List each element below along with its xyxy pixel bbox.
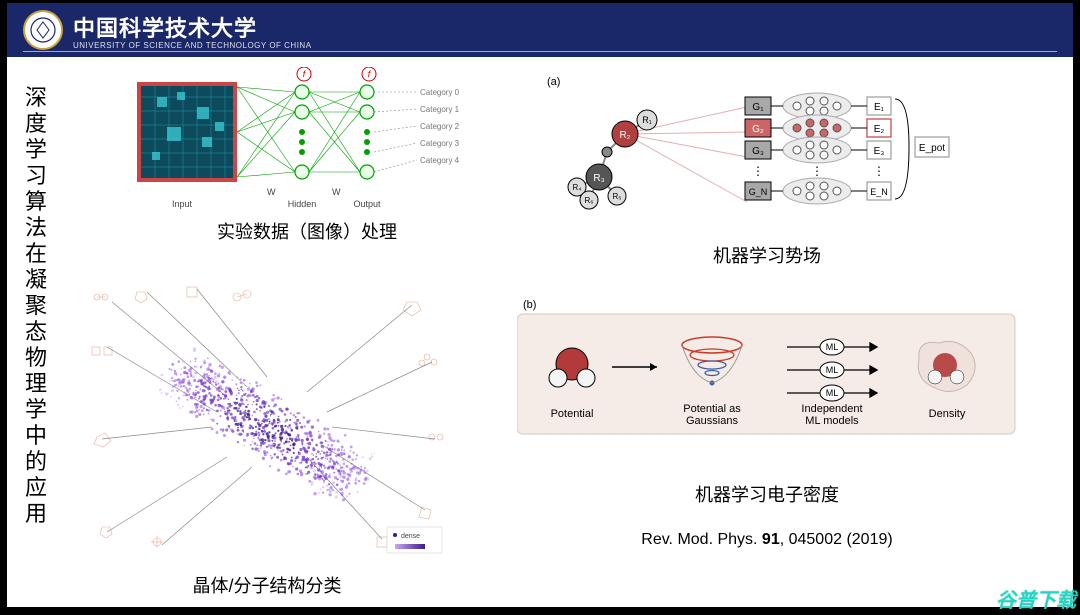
svg-text:G₂: G₂ (752, 124, 764, 135)
svg-text:R₂: R₂ (619, 130, 630, 141)
svg-text:f: f (368, 69, 372, 79)
svg-text:G₃: G₃ (752, 146, 764, 157)
svg-text:R₁: R₁ (642, 115, 652, 125)
svg-text:Potential asGaussians: Potential asGaussians (683, 403, 741, 427)
svg-text:R₄: R₄ (572, 183, 581, 192)
nn-output-label: Output (353, 199, 381, 209)
university-name-en: UNIVERSITY OF SCIENCE AND TECHNOLOGY OF … (73, 41, 312, 50)
svg-text:dense: dense (401, 533, 420, 540)
svg-text:⋮: ⋮ (873, 164, 885, 178)
ref-volume: 91 (762, 531, 780, 548)
panel-image-processing: f f W W Input Hidden Output Category 0 C… (127, 67, 487, 237)
slide-content: 深度学习算法在凝聚态物理学中的应用 (7, 57, 1073, 607)
svg-text:E₁: E₁ (874, 102, 885, 113)
svg-text:W: W (332, 187, 341, 197)
svg-text:E_N: E_N (870, 187, 888, 197)
svg-text:Density: Density (929, 408, 966, 420)
svg-text:ML: ML (826, 388, 839, 398)
nn-diagram: f f W W Input Hidden Output Category 0 C… (127, 67, 487, 217)
scatter-diagram: dense (77, 277, 457, 567)
slide-title-vertical: 深度学习算法在凝聚态物理学中的应用 (25, 85, 47, 527)
svg-text:(a): (a) (547, 76, 560, 88)
svg-text:E₂: E₂ (874, 124, 885, 135)
svg-text:IndependentML models: IndependentML models (801, 403, 862, 427)
svg-text:⋮: ⋮ (811, 164, 823, 178)
svg-text:R₆: R₆ (584, 196, 593, 205)
university-title-block: 中国科学技术大学 UNIVERSITY OF SCIENCE AND TECHN… (73, 11, 312, 50)
svg-text:ML: ML (826, 342, 839, 352)
slide: 中国科学技术大学 UNIVERSITY OF SCIENCE AND TECHN… (7, 3, 1073, 607)
density-diagram: (b) Potential (517, 292, 1017, 462)
caption-br: 机器学习电子密度 (517, 481, 1017, 507)
reference-citation: Rev. Mod. Phys. 91, 045002 (2019) (517, 531, 1017, 549)
svg-text:Category 2: Category 2 (420, 122, 460, 131)
svg-text:Potential: Potential (551, 408, 594, 420)
svg-text:G₁: G₁ (752, 102, 764, 113)
svg-text:f: f (303, 69, 307, 79)
caption-tr: 机器学习势场 (537, 242, 997, 268)
svg-text:Category 0: Category 0 (420, 88, 460, 97)
svg-text:ML: ML (826, 365, 839, 375)
svg-text:E_pot: E_pot (919, 143, 945, 154)
header-bar: 中国科学技术大学 UNIVERSITY OF SCIENCE AND TECHN… (7, 3, 1073, 57)
university-name-cn: 中国科学技术大学 (73, 11, 312, 43)
svg-text:W: W (267, 187, 276, 197)
svg-text:Category 4: Category 4 (420, 156, 460, 165)
watermark-text: 谷普下载 (992, 582, 1080, 615)
panel-structure-classification: dense 晶体/分子结构分类 (77, 277, 457, 607)
svg-text:E₃: E₃ (874, 146, 885, 157)
svg-text:G_N: G_N (749, 187, 768, 197)
svg-text:R₃: R₃ (593, 173, 604, 184)
panel-ml-potential: (a) R₁ R₂ R₃ R₄ R₅ R₆ (537, 67, 997, 257)
header-divider (23, 51, 1057, 52)
caption-bl: 晶体/分子结构分类 (77, 572, 457, 598)
nn-hidden-label: Hidden (288, 199, 317, 209)
svg-text:(b): (b) (523, 299, 536, 311)
svg-text:Category 3: Category 3 (420, 139, 460, 148)
nn-input-label: Input (172, 199, 193, 209)
ref-journal: Rev. Mod. Phys. (641, 531, 762, 548)
university-seal-icon (23, 10, 63, 50)
caption-tl: 实验数据（图像）处理 (127, 218, 487, 244)
svg-text:⋮: ⋮ (752, 164, 764, 178)
mlp-diagram: (a) R₁ R₂ R₃ R₄ R₅ R₆ (537, 67, 997, 237)
svg-text:Category 1: Category 1 (420, 105, 460, 114)
panel-ml-density: (b) Potential (517, 292, 1017, 592)
svg-text:R₅: R₅ (613, 192, 622, 201)
ref-rest: , 045002 (2019) (780, 531, 893, 548)
